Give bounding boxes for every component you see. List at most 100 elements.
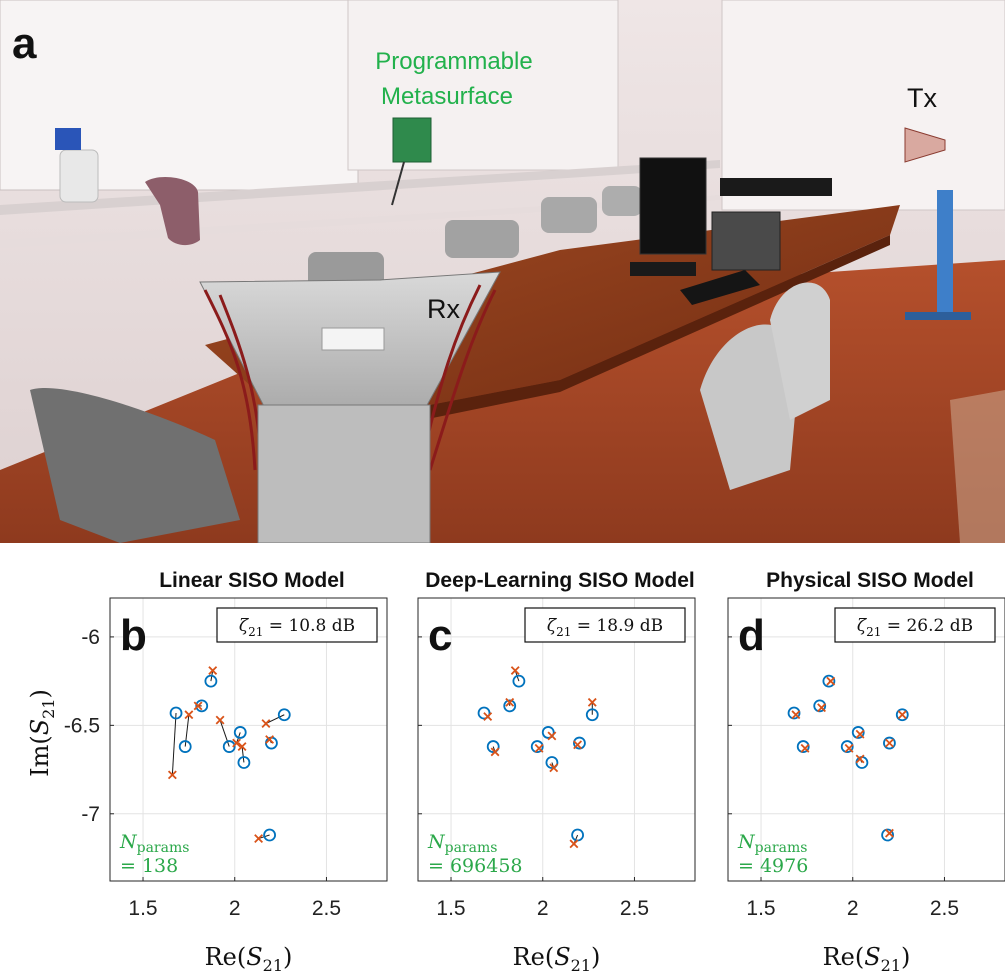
y-tick-label: -6.5 [64,714,100,737]
measured-point [512,674,526,688]
measured-point [840,740,854,753]
experimental-setup-photo: a Programmable Metasurface Tx Rx [0,0,1005,543]
nparams-value: = 4976 [738,855,808,877]
predicted-point [844,743,854,753]
x-axis-label: Re(S21) [823,943,911,971]
metasurface-label-line2: Metasurface [381,83,513,110]
zeta-label: ζ21 = 10.8 dB [239,616,355,639]
measured-point [204,674,218,688]
measured-point [851,726,865,739]
device-on-wall [720,178,832,196]
measured-point [883,736,896,750]
plot-frame [727,597,1005,882]
predicted-point [265,735,275,744]
tx-stand [937,190,953,320]
spray-head [55,128,81,150]
panel-d-title: Physical SISO Model [766,569,974,592]
predicted-point [534,743,544,753]
measured-point [477,706,491,720]
nparams-label: Nparams [119,831,189,856]
predicted-point [587,697,597,707]
predicted-point [167,770,177,780]
x-axis-label-sub: 21 [571,956,591,971]
nparams-label: Nparams [427,831,497,856]
predicted-point [505,697,515,707]
svg-text:Im(S21): Im(S21) [26,689,58,777]
monitor-stand [630,262,696,276]
predicted-point [510,666,520,675]
predicted-point [884,828,894,838]
y-tick-label: -6 [81,626,100,649]
x-axis-label-sub: 21 [881,956,901,971]
metasurface-cable [391,161,405,206]
rx-label: Rx [427,294,460,324]
y-axis-label-sub: 21 [39,698,58,718]
zeta-box [834,607,996,643]
plot-frame [109,597,388,882]
predicted-point [884,738,894,748]
monitor [639,157,707,255]
predicted-point [569,839,579,849]
error-line [265,714,285,725]
predicted-point [232,738,242,748]
predicted-point [547,731,557,741]
measured-point [263,828,276,842]
tx-stand-base [905,312,971,320]
measured-point [237,756,251,769]
panel-c-title: Deep-Learning SISO Model [425,569,695,592]
y-tick-label: -7 [81,803,100,826]
measured-point [233,726,247,739]
x-tick-label: 1.5 [128,897,157,920]
panel-d: 1.5 2 2.5 Re(S21) d ζ21 = 26.2 dB Nparams= 497… [727,597,1005,971]
y-axis-label: Im(S21) [26,689,58,777]
rx-label-plate [321,327,385,351]
measured-point [277,708,291,722]
measured-point [573,736,586,750]
predicted-point [817,703,826,713]
nparams-value: = 138 [120,855,178,877]
predicted-point [855,729,865,739]
x-axis-label: Re(S21) [205,943,293,971]
panel-label-c: c [428,611,452,660]
x-axis-label-main: Re( [205,943,247,971]
measured-point [530,740,544,753]
panel-label-a: a [12,19,37,68]
predicted-point [254,834,264,843]
instrument-box [711,211,781,271]
measured-point [169,706,183,720]
tx-label: Tx [907,83,937,113]
metasurface-label-line1: Programmable [375,48,532,75]
panel-c: 1.5 2 2.5 Re(S21) c ζ21 = 18.9 dB Nparams= 696… [417,597,696,971]
x-tick-label: 2 [537,897,549,920]
predicted-point [791,710,801,720]
x-tick-label: 1.5 [746,897,775,920]
measured-point [195,699,209,713]
panel-b-title: Linear SISO Model [159,569,345,592]
glass-stand [950,390,1005,543]
plot-area [728,598,1005,881]
chair-front-right-1 [700,324,800,490]
keyboard [680,270,760,305]
measured-point [585,708,599,722]
predicted-point [237,742,247,752]
chair-back-2 [445,220,519,258]
zeta-box [524,607,686,643]
predicted-point [490,747,500,757]
x-tick-label: 2 [229,897,241,920]
measured-point [503,699,517,713]
predicted-point [573,740,583,750]
plot-frame [417,597,696,882]
measured-point [881,828,894,842]
y-axis-label-main: Im( [26,735,54,777]
predicted-point [855,754,865,764]
predicted-point [483,712,493,721]
zeta-label: ζ21 = 18.9 dB [547,616,663,639]
whiteboard-left [0,0,359,191]
chair-back-3 [541,197,597,233]
predicted-point [193,701,203,711]
predicted-point [549,763,559,773]
measured-point [796,740,810,753]
x-axis-label: Re(S21) [513,943,601,971]
x-axis-label-sub: 21 [263,956,283,971]
nparams-label: Nparams [737,831,807,856]
